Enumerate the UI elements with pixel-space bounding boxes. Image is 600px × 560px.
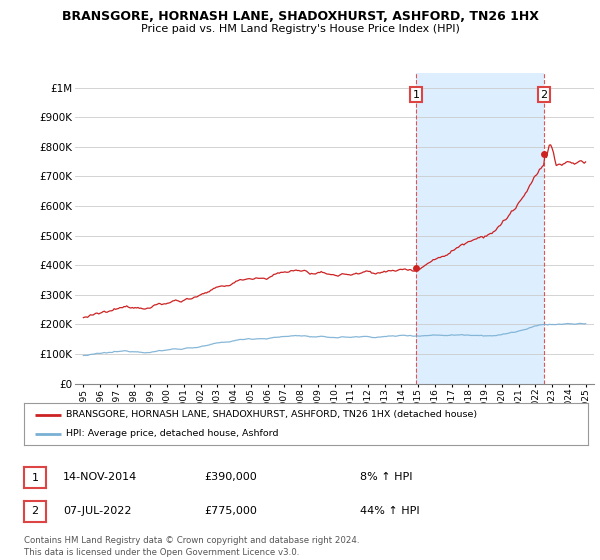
Text: £390,000: £390,000 [204, 472, 257, 482]
Bar [416, 73, 544, 384]
Text: 1: 1 [32, 473, 38, 483]
Text: Contains HM Land Registry data © Crown copyright and database right 2024.: Contains HM Land Registry data © Crown c… [24, 536, 359, 545]
Text: 44% ↑ HPI: 44% ↑ HPI [360, 506, 419, 516]
Text: This data is licensed under the Open Government Licence v3.0.: This data is licensed under the Open Gov… [24, 548, 299, 557]
Text: £775,000: £775,000 [204, 506, 257, 516]
Text: 8% ↑ HPI: 8% ↑ HPI [360, 472, 413, 482]
Text: 2: 2 [32, 506, 38, 516]
Text: 14-NOV-2014: 14-NOV-2014 [63, 472, 137, 482]
Text: Price paid vs. HM Land Registry's House Price Index (HPI): Price paid vs. HM Land Registry's House … [140, 24, 460, 34]
Text: 1: 1 [413, 90, 419, 100]
Text: BRANSGORE, HORNASH LANE, SHADOXHURST, ASHFORD, TN26 1HX: BRANSGORE, HORNASH LANE, SHADOXHURST, AS… [62, 10, 538, 23]
Text: 07-JUL-2022: 07-JUL-2022 [63, 506, 131, 516]
Text: HPI: Average price, detached house, Ashford: HPI: Average price, detached house, Ashf… [66, 430, 279, 438]
Text: 2: 2 [541, 90, 548, 100]
Text: BRANSGORE, HORNASH LANE, SHADOXHURST, ASHFORD, TN26 1HX (detached house): BRANSGORE, HORNASH LANE, SHADOXHURST, AS… [66, 410, 478, 419]
